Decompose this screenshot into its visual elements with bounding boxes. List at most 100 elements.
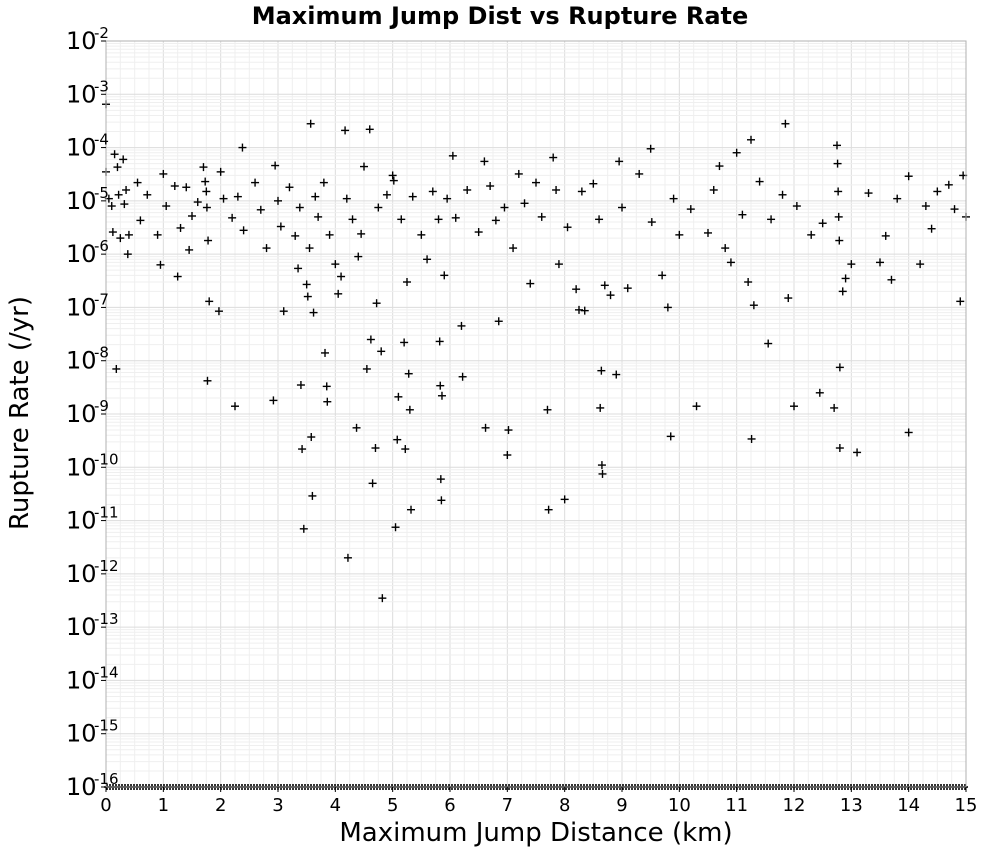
data-point: [790, 402, 798, 411]
data-point: [372, 299, 381, 308]
data-point: [853, 448, 862, 457]
data-point: [778, 190, 787, 199]
data-point: [394, 392, 403, 401]
data-point: [921, 202, 930, 211]
data-point: [597, 366, 606, 375]
data-point: [311, 192, 320, 201]
data-point: [764, 339, 773, 348]
data-point: [881, 231, 890, 240]
data-point: [635, 169, 644, 178]
data-point: [202, 187, 211, 196]
data-point: [403, 278, 411, 287]
data-point: [119, 155, 128, 164]
data-point: [436, 381, 445, 390]
data-point: [732, 148, 741, 157]
data-point: [755, 177, 764, 186]
data-point: [306, 119, 315, 128]
data-point: [405, 405, 414, 414]
y-tick-exponent: -4: [94, 131, 109, 149]
data-point: [214, 307, 223, 316]
y-axis-label: Rupture Rate (/yr): [5, 296, 35, 530]
data-point: [239, 226, 248, 235]
y-tick-label: 10: [66, 560, 97, 588]
data-point: [669, 194, 678, 203]
data-points: [102, 100, 970, 603]
data-point: [285, 183, 294, 192]
x-tick-label: 9: [616, 795, 627, 816]
data-point: [365, 125, 374, 134]
data-point: [188, 211, 196, 220]
data-point: [153, 230, 162, 239]
y-tick-exponent: -3: [94, 77, 109, 95]
data-point: [486, 182, 495, 191]
data-point: [500, 203, 509, 212]
data-point: [308, 491, 317, 500]
data-point: [554, 260, 563, 269]
data-point: [646, 144, 655, 153]
data-point: [407, 505, 416, 514]
data-point: [474, 228, 483, 237]
x-tick-label: 4: [330, 795, 341, 816]
data-point: [341, 126, 350, 135]
data-point: [647, 218, 656, 227]
data-point: [950, 205, 959, 214]
data-point: [120, 200, 129, 209]
x-tick-label: 12: [783, 795, 806, 816]
data-point: [400, 338, 409, 347]
data-point: [675, 230, 684, 239]
data-point: [193, 198, 202, 207]
data-point: [114, 190, 123, 199]
data-point: [864, 189, 873, 198]
data-point: [378, 594, 387, 603]
x-tick-label: 7: [502, 795, 513, 816]
data-point: [423, 255, 432, 264]
data-point: [388, 171, 397, 180]
data-point: [204, 236, 213, 245]
data-point: [549, 153, 558, 162]
y-tick-label: 10: [66, 293, 97, 321]
data-point: [747, 434, 756, 443]
data-point: [116, 234, 125, 243]
y-tick-exponent: -15: [94, 717, 119, 735]
data-point: [107, 202, 116, 211]
y-tick-exponent: -13: [94, 610, 119, 628]
data-point: [170, 182, 179, 191]
data-point: [835, 236, 844, 245]
data-point: [362, 364, 371, 373]
data-point: [322, 382, 331, 391]
x-tick-label: 10: [668, 795, 691, 816]
data-point: [113, 163, 122, 172]
x-tick-label: 13: [840, 795, 863, 816]
data-point: [448, 151, 457, 160]
data-point: [269, 396, 278, 405]
data-point: [231, 402, 239, 411]
data-point: [834, 187, 843, 196]
y-tick-label: 10: [66, 347, 97, 375]
data-point: [709, 185, 718, 194]
data-point: [543, 405, 552, 414]
data-point: [563, 223, 572, 232]
data-point: [391, 523, 400, 532]
data-point: [374, 203, 383, 212]
data-point: [238, 143, 247, 152]
y-tick-exponent: -2: [94, 24, 109, 42]
data-point: [841, 274, 850, 283]
data-point: [933, 187, 942, 196]
data-point: [205, 297, 214, 306]
data-point: [173, 272, 182, 281]
y-tick-label: 10: [66, 134, 97, 162]
data-point: [348, 215, 357, 224]
data-point: [307, 433, 316, 442]
data-point: [514, 169, 523, 178]
x-tick-label: 5: [387, 795, 398, 816]
data-point: [337, 272, 346, 281]
data-point: [203, 376, 212, 385]
data-point: [818, 219, 827, 228]
data-point: [893, 194, 902, 203]
y-tick-exponent: -8: [94, 344, 109, 362]
data-point: [904, 172, 913, 181]
x-tick-label: 6: [444, 795, 455, 816]
data-point: [382, 190, 391, 199]
data-point: [123, 250, 132, 259]
data-point: [377, 347, 386, 356]
